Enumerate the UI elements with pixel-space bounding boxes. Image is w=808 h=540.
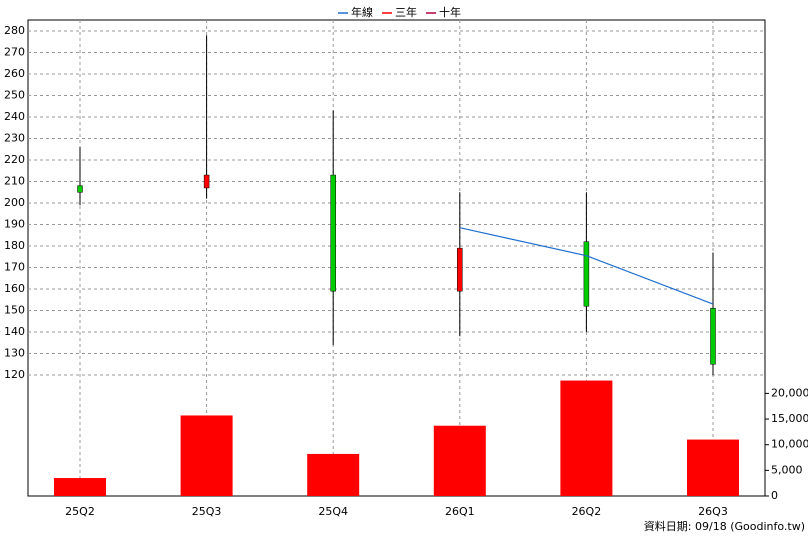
candle-body bbox=[583, 241, 590, 307]
y-tick-label: 170 bbox=[4, 261, 25, 274]
volume-bar bbox=[180, 415, 233, 496]
y2-tick-label: 5,000 bbox=[771, 463, 803, 476]
x-tick-label: 25Q3 bbox=[192, 505, 222, 518]
y-tick-label: 220 bbox=[4, 153, 25, 166]
y-tick-label: 270 bbox=[4, 46, 25, 59]
y-tick-label: 230 bbox=[4, 132, 25, 145]
volume-bar bbox=[687, 439, 739, 496]
y-tick-label: 210 bbox=[4, 175, 25, 188]
y-tick-label: 200 bbox=[4, 196, 25, 209]
volume-bar bbox=[560, 380, 613, 496]
y2-tick-label: 15,000 bbox=[771, 412, 808, 425]
x-tick-label: 25Q4 bbox=[318, 505, 348, 518]
candle-body bbox=[710, 308, 716, 365]
y-tick-label: 250 bbox=[4, 89, 25, 102]
candle-body bbox=[330, 174, 336, 292]
y-tick-label: 260 bbox=[4, 67, 25, 80]
y-tick-label: 140 bbox=[4, 325, 25, 338]
x-tick-label: 26Q1 bbox=[445, 505, 475, 518]
y-tick-label: 240 bbox=[4, 110, 25, 123]
candle-body bbox=[457, 247, 463, 292]
plot-frame bbox=[27, 19, 766, 497]
legend-label: 三年 bbox=[395, 5, 417, 19]
y-tick-label: 180 bbox=[4, 239, 25, 252]
candle-body bbox=[77, 185, 83, 193]
y2-tick-label: 20,000 bbox=[771, 386, 808, 399]
y-tick-label: 280 bbox=[4, 24, 25, 37]
y2-tick-label: 10,000 bbox=[771, 438, 808, 451]
source-note: 資料日期: 09/18 (Goodinfo.tw) bbox=[644, 519, 805, 533]
candle-body bbox=[203, 174, 210, 189]
x-tick-label: 26Q2 bbox=[572, 505, 602, 518]
x-tick-label: 25Q2 bbox=[65, 505, 95, 518]
volume-bar bbox=[433, 425, 486, 496]
line-series bbox=[459, 227, 714, 305]
volume-bar bbox=[307, 453, 360, 496]
y-tick-label: 120 bbox=[4, 368, 25, 381]
y2-tick-label: 0 bbox=[771, 489, 778, 502]
x-tick-label: 26Q3 bbox=[698, 505, 728, 518]
y-tick-label: 160 bbox=[4, 282, 25, 295]
volume-bar bbox=[54, 478, 106, 496]
legend-label: 年線 bbox=[351, 5, 373, 19]
y-tick-label: 150 bbox=[4, 304, 25, 317]
y-tick-label: 130 bbox=[4, 347, 25, 360]
legend-label: 十年 bbox=[439, 5, 461, 19]
y-tick-label: 190 bbox=[4, 218, 25, 231]
